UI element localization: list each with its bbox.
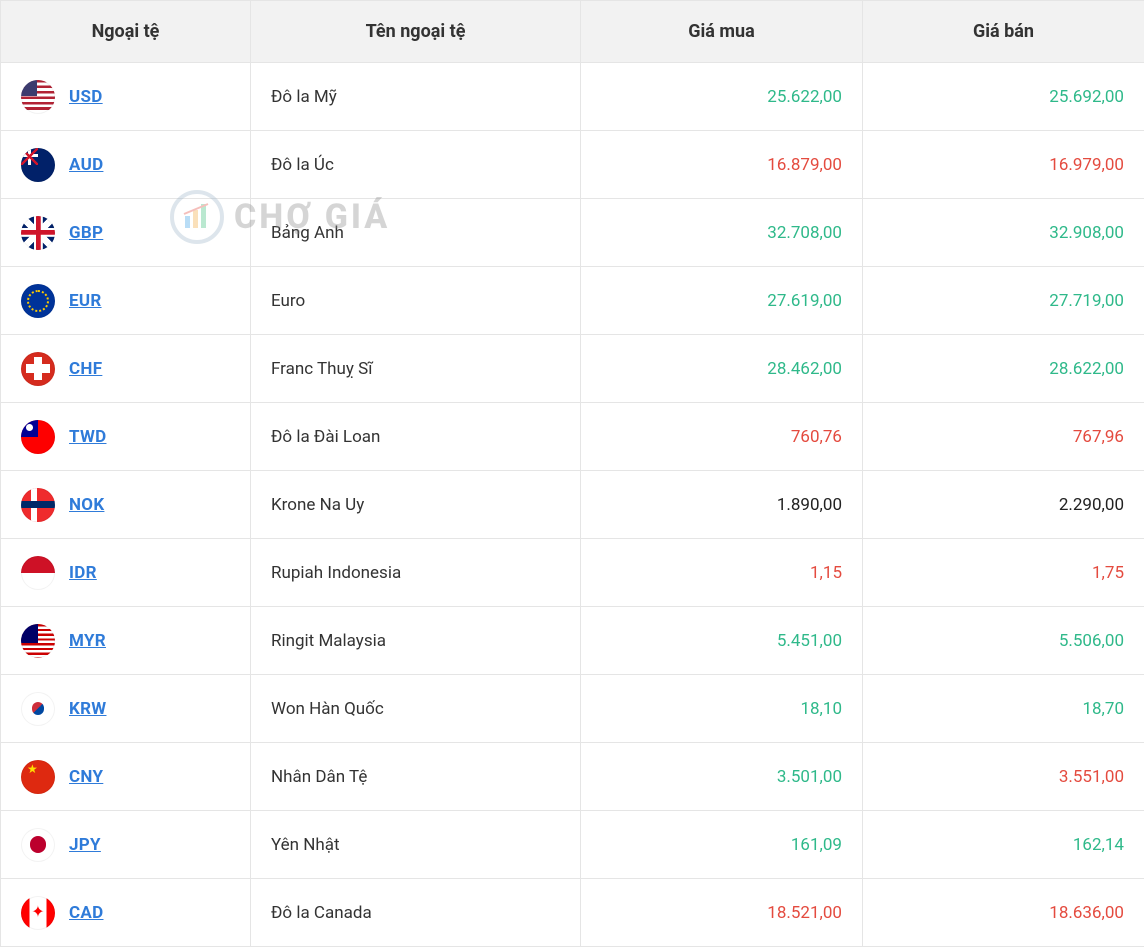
currency-code-link[interactable]: KRW (69, 699, 106, 719)
exchange-rate-table: Ngoại tệ Tên ngoại tệ Giá mua Giá bán US… (0, 0, 1144, 947)
header-code: Ngoại tệ (1, 1, 251, 63)
cell-buy-price: 18.521,00 (581, 879, 863, 947)
flag-icon (21, 148, 55, 182)
table-row: GBP Bảng Anh32.708,0032.908,00 (1, 199, 1144, 267)
cell-currency-name: Đô la Úc (251, 131, 581, 199)
flag-icon (21, 556, 55, 590)
cell-currency-name: Đô la Đài Loan (251, 403, 581, 471)
flag-icon (21, 352, 55, 386)
currency-code-link[interactable]: CAD (69, 903, 104, 923)
currency-code-link[interactable]: EUR (69, 291, 102, 311)
cell-currency-code: CAD (1, 879, 251, 947)
currency-code-link[interactable]: GBP (69, 223, 103, 243)
cell-currency-name: Ringit Malaysia (251, 607, 581, 675)
flag-icon (21, 624, 55, 658)
flag-icon (21, 80, 55, 114)
cell-buy-price: 1,15 (581, 539, 863, 607)
currency-code-link[interactable]: CNY (69, 767, 103, 787)
cell-currency-code: JPY (1, 811, 251, 879)
cell-currency-name: Nhân Dân Tệ (251, 743, 581, 811)
table-row: JPY Yên Nhật161,09162,14 (1, 811, 1144, 879)
flag-icon (21, 896, 55, 930)
cell-sell-price: 28.622,00 (863, 335, 1144, 403)
cell-sell-price: 3.551,00 (863, 743, 1144, 811)
cell-currency-name: Krone Na Uy (251, 471, 581, 539)
cell-sell-price: 767,96 (863, 403, 1144, 471)
flag-icon (21, 216, 55, 250)
table-row: USD Đô la Mỹ25.622,0025.692,00 (1, 63, 1144, 131)
cell-currency-name: Franc Thuỵ Sĩ (251, 335, 581, 403)
cell-currency-code: GBP (1, 199, 251, 267)
cell-buy-price: 28.462,00 (581, 335, 863, 403)
flag-icon (21, 420, 55, 454)
table-row: CAD Đô la Canada18.521,0018.636,00 (1, 879, 1144, 947)
cell-currency-code: EUR (1, 267, 251, 335)
currency-code-link[interactable]: NOK (69, 495, 104, 515)
cell-currency-code: USD (1, 63, 251, 131)
flag-icon (21, 828, 55, 862)
table-row: AUD Đô la Úc16.879,0016.979,00 (1, 131, 1144, 199)
cell-currency-code: CNY (1, 743, 251, 811)
cell-sell-price: 18.636,00 (863, 879, 1144, 947)
table-row: IDR Rupiah Indonesia1,151,75 (1, 539, 1144, 607)
cell-sell-price: 32.908,00 (863, 199, 1144, 267)
cell-buy-price: 32.708,00 (581, 199, 863, 267)
currency-code-link[interactable]: USD (69, 87, 103, 107)
cell-sell-price: 162,14 (863, 811, 1144, 879)
cell-buy-price: 161,09 (581, 811, 863, 879)
table-row: EUR Euro27.619,0027.719,00 (1, 267, 1144, 335)
currency-code-link[interactable]: TWD (69, 427, 106, 447)
flag-icon (21, 692, 55, 726)
cell-buy-price: 25.622,00 (581, 63, 863, 131)
cell-sell-price: 27.719,00 (863, 267, 1144, 335)
currency-code-link[interactable]: CHF (69, 359, 102, 379)
cell-buy-price: 16.879,00 (581, 131, 863, 199)
cell-currency-name: Rupiah Indonesia (251, 539, 581, 607)
flag-icon (21, 760, 55, 794)
cell-buy-price: 3.501,00 (581, 743, 863, 811)
cell-currency-code: NOK (1, 471, 251, 539)
currency-code-link[interactable]: JPY (69, 835, 101, 855)
cell-currency-name: Won Hàn Quốc (251, 675, 581, 743)
header-name: Tên ngoại tệ (251, 1, 581, 63)
cell-buy-price: 760,76 (581, 403, 863, 471)
cell-currency-name: Đô la Canada (251, 879, 581, 947)
cell-buy-price: 5.451,00 (581, 607, 863, 675)
cell-sell-price: 5.506,00 (863, 607, 1144, 675)
table-row: CHF Franc Thuỵ Sĩ28.462,0028.622,00 (1, 335, 1144, 403)
table-row: MYR Ringit Malaysia5.451,005.506,00 (1, 607, 1144, 675)
cell-buy-price: 18,10 (581, 675, 863, 743)
flag-icon (21, 488, 55, 522)
cell-sell-price: 16.979,00 (863, 131, 1144, 199)
header-buy: Giá mua (581, 1, 863, 63)
cell-currency-name: Đô la Mỹ (251, 63, 581, 131)
cell-buy-price: 1.890,00 (581, 471, 863, 539)
cell-currency-code: IDR (1, 539, 251, 607)
cell-currency-code: AUD (1, 131, 251, 199)
cell-sell-price: 2.290,00 (863, 471, 1144, 539)
cell-currency-code: TWD (1, 403, 251, 471)
header-sell: Giá bán (863, 1, 1144, 63)
cell-currency-code: MYR (1, 607, 251, 675)
cell-sell-price: 1,75 (863, 539, 1144, 607)
table-header-row: Ngoại tệ Tên ngoại tệ Giá mua Giá bán (1, 1, 1144, 63)
cell-currency-code: CHF (1, 335, 251, 403)
cell-sell-price: 18,70 (863, 675, 1144, 743)
cell-buy-price: 27.619,00 (581, 267, 863, 335)
currency-code-link[interactable]: IDR (69, 563, 97, 583)
table-row: CNY Nhân Dân Tệ3.501,003.551,00 (1, 743, 1144, 811)
cell-currency-name: Yên Nhật (251, 811, 581, 879)
flag-icon (21, 284, 55, 318)
currency-code-link[interactable]: MYR (69, 631, 106, 651)
cell-currency-name: Bảng Anh (251, 199, 581, 267)
table-row: NOK Krone Na Uy1.890,002.290,00 (1, 471, 1144, 539)
cell-currency-name: Euro (251, 267, 581, 335)
currency-code-link[interactable]: AUD (69, 155, 103, 175)
cell-currency-code: KRW (1, 675, 251, 743)
table-row: KRW Won Hàn Quốc18,1018,70 (1, 675, 1144, 743)
cell-sell-price: 25.692,00 (863, 63, 1144, 131)
table-row: TWD Đô la Đài Loan760,76767,96 (1, 403, 1144, 471)
